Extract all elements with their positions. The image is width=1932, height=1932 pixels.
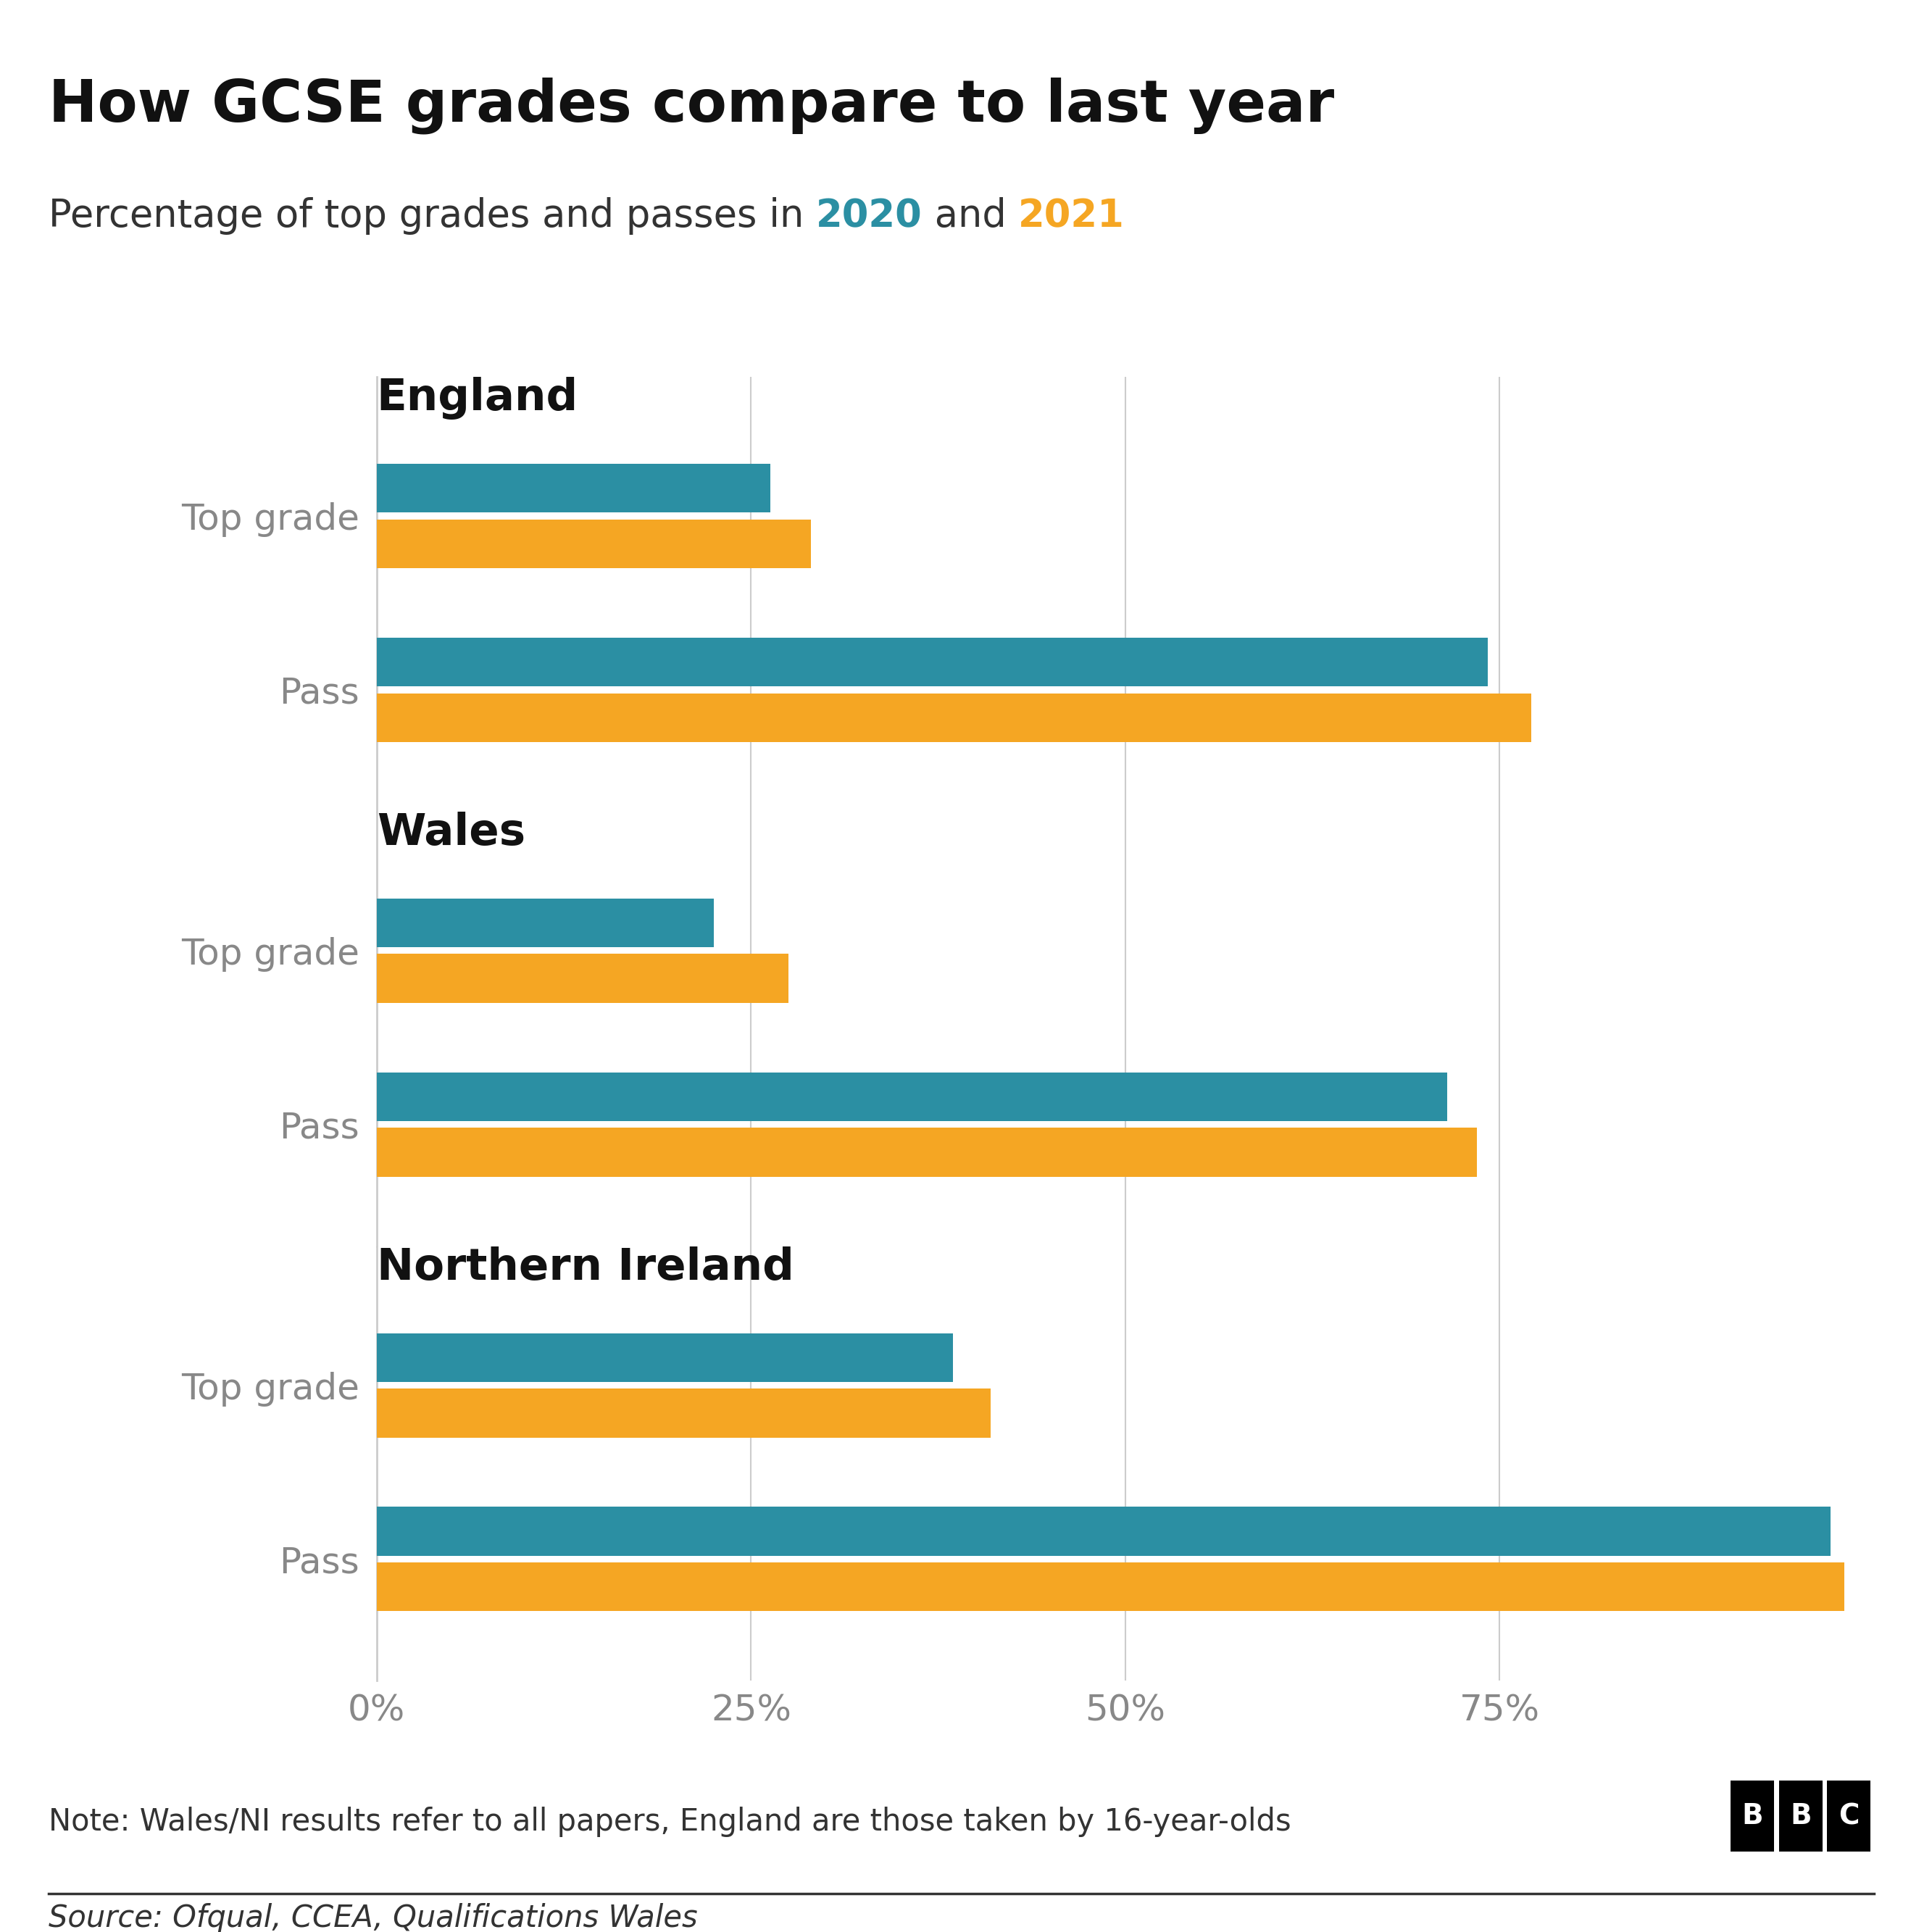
Text: Northern Ireland: Northern Ireland bbox=[377, 1246, 794, 1289]
Bar bbox=[377, 464, 771, 512]
Bar bbox=[377, 1507, 1832, 1555]
Text: England: England bbox=[377, 377, 578, 419]
FancyBboxPatch shape bbox=[1779, 1781, 1822, 1851]
Text: B: B bbox=[1789, 1803, 1812, 1830]
Bar bbox=[377, 898, 713, 947]
Text: Source: Ofqual, CCEA, Qualifications Wales: Source: Ofqual, CCEA, Qualifications Wal… bbox=[48, 1903, 697, 1932]
Text: Percentage of top grades and passes in: Percentage of top grades and passes in bbox=[48, 197, 815, 236]
Text: C: C bbox=[1839, 1803, 1859, 1830]
Text: and: and bbox=[922, 197, 1018, 236]
Bar bbox=[377, 638, 1488, 686]
Bar bbox=[377, 1389, 991, 1437]
Bar bbox=[377, 1128, 1478, 1177]
FancyBboxPatch shape bbox=[1731, 1781, 1774, 1851]
FancyBboxPatch shape bbox=[1828, 1781, 1870, 1851]
Text: B: B bbox=[1741, 1803, 1764, 1830]
Bar bbox=[377, 1333, 952, 1381]
Text: 2020: 2020 bbox=[815, 197, 922, 236]
Bar bbox=[377, 1072, 1447, 1121]
Text: Wales: Wales bbox=[377, 811, 526, 854]
Bar bbox=[377, 520, 811, 568]
Text: Note: Wales/NI results refer to all papers, England are those taken by 16-year-o: Note: Wales/NI results refer to all pape… bbox=[48, 1806, 1291, 1837]
Bar bbox=[377, 694, 1532, 742]
Bar bbox=[377, 954, 788, 1003]
Bar bbox=[377, 1563, 1845, 1611]
Text: How GCSE grades compare to last year: How GCSE grades compare to last year bbox=[48, 77, 1335, 133]
Text: 2021: 2021 bbox=[1018, 197, 1124, 236]
